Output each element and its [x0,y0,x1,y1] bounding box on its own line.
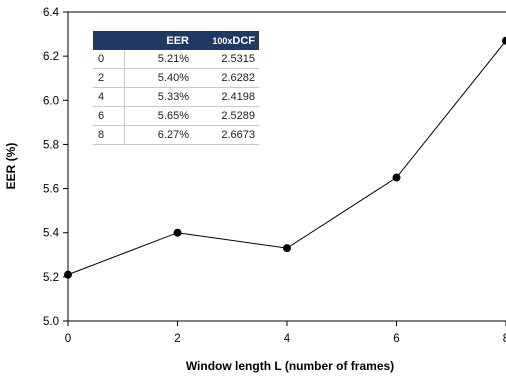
inset-cell-eer: 5.21% [124,50,193,69]
inset-header-blank [93,31,125,50]
inset-table-header: EER 100xDCF [93,31,259,50]
inset-cell-window: 2 [93,68,125,88]
inset-cell-dcf: 2.6282 [193,68,259,88]
x-tick-label: 4 [284,333,291,345]
inset-table-row: 8 6.27% 2.6673 [93,125,259,145]
inset-table-body: 0 5.21% 2.5315 2 5.40% 2.6282 4 5.33% 2.4198 6 5.6… [93,50,259,145]
y-tick-label: 6.0 [43,95,59,107]
x-axis-title: Window length L (number of frames) [186,359,394,373]
y-tick-label: 6.4 [43,7,60,19]
inset-table-row: 0 5.21% 2.5315 [93,50,259,69]
plot-area [64,36,506,279]
y-tick-label: 5.8 [43,139,59,151]
inset-header-dcf-prefix: 100x [212,35,233,46]
x-tick-label: 8 [503,333,506,345]
y-tick-label: 6.2 [43,51,59,63]
inset-cell-eer: 5.33% [124,87,193,107]
y-tick-label: 5.0 [43,316,59,328]
inset-table-row: 6 5.65% 2.5289 [93,106,259,126]
data-point [64,270,72,279]
y-tick-label: 5.6 [43,184,59,196]
inset-cell-dcf: 2.4198 [193,87,259,107]
inset-data-table: EER 100xDCF 0 5.21% 2.5315 2 5.40% 2.6282 4 5.3… [93,31,259,145]
inset-cell-dcf: 2.5289 [193,106,259,126]
inset-table-row: 2 5.40% 2.6282 [93,68,259,88]
y-tick-labels: 5.0 5.2 5.4 5.6 5.8 6.0 6.2 6.4 [43,7,68,328]
inset-cell-eer: 5.65% [124,106,193,126]
inset-header-dcf: 100xDCF [193,31,259,50]
inset-header-dcf-label: DCF [232,34,255,47]
data-point [173,228,182,237]
inset-cell-dcf: 2.5315 [193,50,259,69]
inset-cell-eer: 6.27% [124,125,193,145]
inset-cell-window: 6 [93,106,125,126]
y-tick-label: 5.2 [43,272,59,284]
data-point [392,173,401,182]
inset-cell-eer: 5.40% [124,68,193,88]
inset-cell-window: 0 [93,50,125,69]
inset-cell-dcf: 2.6673 [193,125,259,145]
x-tick-label: 6 [393,333,399,345]
x-tick-label: 2 [174,333,180,345]
y-tick-label: 5.4 [43,228,60,240]
data-point [502,36,506,45]
inset-header-eer: EER [124,31,193,50]
x-tick-label: 0 [65,333,71,345]
x-tick-labels: 0 2 4 6 8 [65,321,506,345]
inset-table-row: 4 5.33% 2.4198 [93,87,259,107]
inset-cell-window: 8 [93,125,125,145]
data-point [283,244,291,253]
inset-cell-window: 4 [93,87,125,107]
y-axis-title: EER (%) [4,143,18,190]
